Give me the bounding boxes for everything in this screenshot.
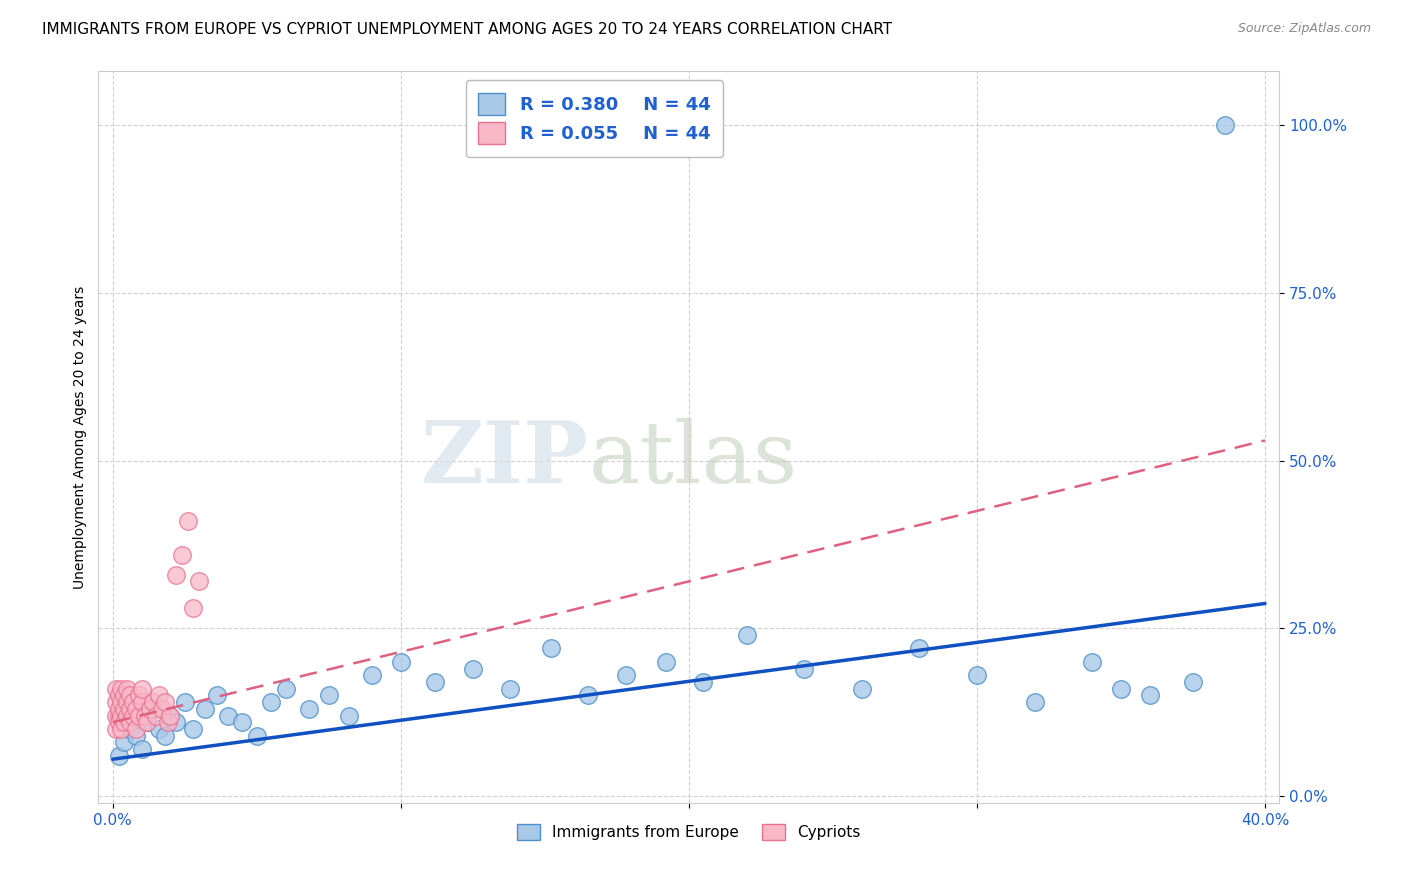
Point <box>173 695 195 709</box>
Point <box>425 675 447 690</box>
Point <box>614 668 637 682</box>
Point <box>337 708 360 723</box>
Point <box>125 702 148 716</box>
Text: Source: ZipAtlas.com: Source: ZipAtlas.com <box>1237 22 1371 36</box>
Point <box>205 689 228 703</box>
Point <box>231 715 253 730</box>
Text: atlas: atlas <box>589 417 797 500</box>
Point <box>128 708 150 723</box>
Point <box>274 681 297 696</box>
Point <box>793 662 815 676</box>
Point <box>361 668 384 682</box>
Point <box>194 702 217 716</box>
Point <box>112 735 135 749</box>
Point <box>851 681 873 696</box>
Legend: Immigrants from Europe, Cypriots: Immigrants from Europe, Cypriots <box>512 818 866 847</box>
Point <box>122 695 145 709</box>
Point <box>499 681 522 696</box>
Point <box>183 722 205 736</box>
Point <box>159 708 181 723</box>
Point <box>177 514 200 528</box>
Point <box>104 681 127 696</box>
Point <box>165 715 187 730</box>
Point <box>142 702 165 716</box>
Point <box>318 689 340 703</box>
Point <box>134 708 156 723</box>
Point <box>165 567 187 582</box>
Point <box>115 708 138 723</box>
Point <box>107 708 129 723</box>
Point <box>139 702 162 716</box>
Point <box>692 675 714 690</box>
Point <box>104 722 127 736</box>
Point <box>540 641 562 656</box>
Text: IMMIGRANTS FROM EUROPE VS CYPRIOT UNEMPLOYMENT AMONG AGES 20 TO 24 YEARS CORRELA: IMMIGRANTS FROM EUROPE VS CYPRIOT UNEMPL… <box>42 22 893 37</box>
Point <box>170 548 193 562</box>
Point <box>156 715 179 730</box>
Point <box>246 729 269 743</box>
Point <box>153 729 176 743</box>
Point <box>104 708 127 723</box>
Point <box>150 702 173 716</box>
Point <box>1081 655 1104 669</box>
Point <box>1139 689 1161 703</box>
Point <box>120 702 142 716</box>
Point <box>115 695 138 709</box>
Point <box>148 722 170 736</box>
Point <box>298 702 321 716</box>
Point <box>112 702 135 716</box>
Point <box>389 655 412 669</box>
Point <box>120 689 142 703</box>
Point <box>131 681 153 696</box>
Point <box>110 681 132 696</box>
Point <box>655 655 678 669</box>
Point <box>1182 675 1205 690</box>
Point <box>576 689 599 703</box>
Point <box>217 708 239 723</box>
Point <box>112 689 135 703</box>
Point <box>110 695 132 709</box>
Point <box>908 641 931 656</box>
Point <box>131 695 153 709</box>
Point <box>1024 695 1046 709</box>
Text: ZIP: ZIP <box>420 417 589 501</box>
Point <box>120 715 142 730</box>
Point <box>260 695 283 709</box>
Point <box>183 601 205 615</box>
Point <box>115 681 138 696</box>
Point <box>107 715 129 730</box>
Point <box>112 715 135 730</box>
Point <box>1109 681 1132 696</box>
Point <box>104 695 127 709</box>
Point <box>107 689 129 703</box>
Point <box>131 742 153 756</box>
Point <box>735 628 758 642</box>
Point <box>1213 118 1236 132</box>
Point <box>145 708 167 723</box>
Point <box>966 668 988 682</box>
Point <box>110 722 132 736</box>
Point <box>159 708 181 723</box>
Point <box>107 702 129 716</box>
Point <box>128 689 150 703</box>
Point <box>461 662 484 676</box>
Point <box>125 722 148 736</box>
Point <box>153 695 176 709</box>
Point <box>107 748 129 763</box>
Y-axis label: Unemployment Among Ages 20 to 24 years: Unemployment Among Ages 20 to 24 years <box>73 285 87 589</box>
Point <box>125 729 148 743</box>
Point <box>136 715 159 730</box>
Point <box>188 574 211 589</box>
Point <box>110 708 132 723</box>
Point <box>136 715 159 730</box>
Point <box>120 722 142 736</box>
Point <box>142 695 165 709</box>
Point <box>148 689 170 703</box>
Point <box>122 708 145 723</box>
